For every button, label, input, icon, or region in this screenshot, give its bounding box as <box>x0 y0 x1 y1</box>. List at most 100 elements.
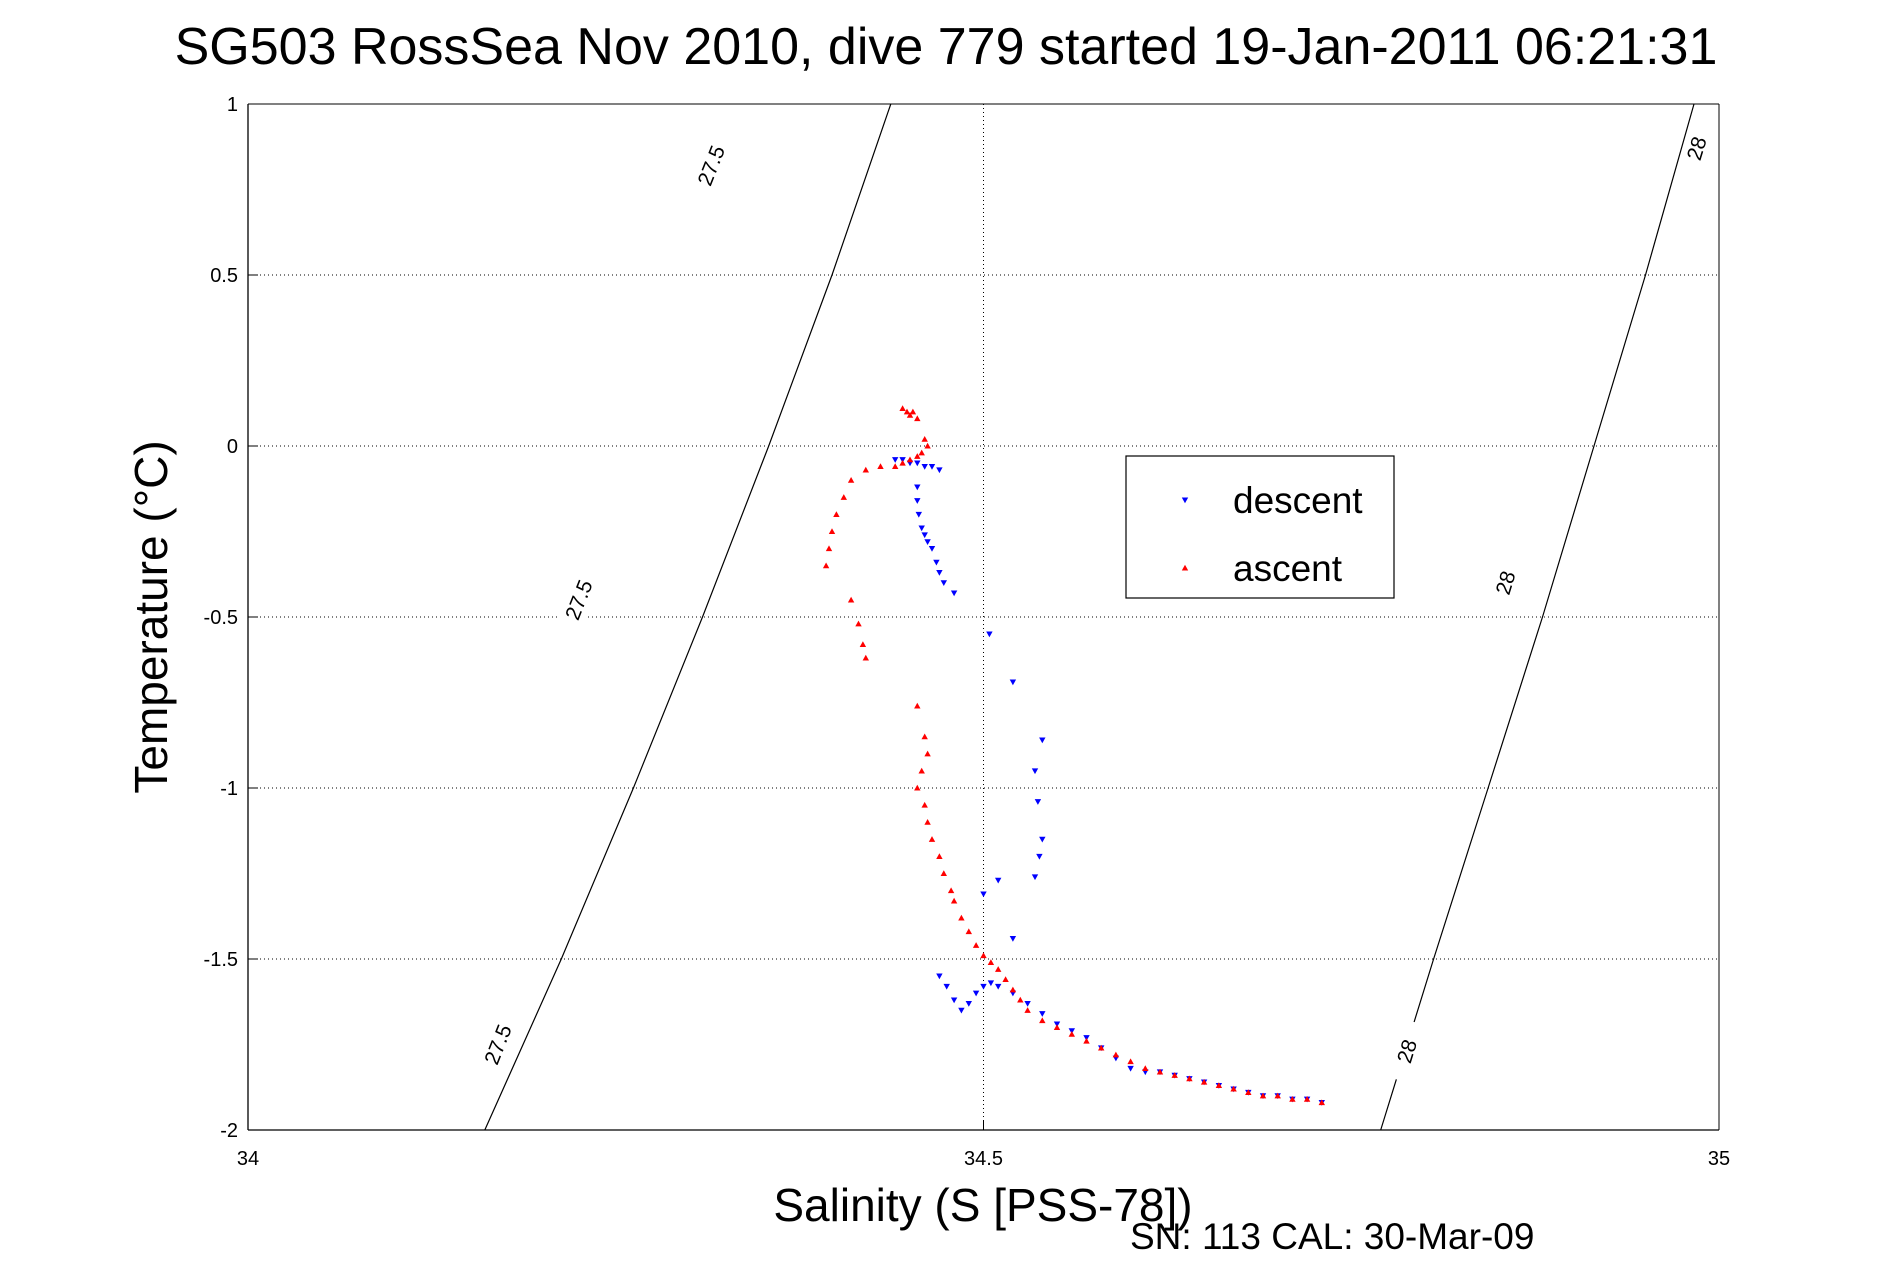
ascent-point <box>877 463 884 470</box>
legend-marker <box>1181 564 1189 571</box>
descent-point <box>972 990 980 997</box>
ascent-point <box>940 870 947 877</box>
ascent-point <box>1289 1096 1296 1102</box>
y-tick-label: -1 <box>220 778 238 800</box>
descent-point <box>987 980 995 987</box>
descent-point <box>1127 1065 1134 1072</box>
ascent-point <box>947 887 955 894</box>
descent-point <box>1031 874 1039 881</box>
legend-box <box>1125 455 1395 599</box>
descent-point <box>924 539 931 545</box>
descent-point <box>986 631 993 638</box>
ascent-point <box>921 801 928 808</box>
descent-point <box>918 525 925 532</box>
calibration-note: SN: 113 CAL: 30-Mar-09 <box>1130 1216 1534 1257</box>
descent-point <box>1024 1000 1031 1007</box>
legend-label: descent <box>1233 480 1363 521</box>
ascent-point <box>847 477 855 483</box>
ascent-point <box>1009 986 1017 993</box>
descent-point <box>950 590 958 597</box>
y-tick-label: 0.5 <box>210 265 238 287</box>
chart-title: SG503 RossSea Nov 2010, dive 779 started… <box>175 18 1718 76</box>
ascent-point <box>1318 1099 1325 1106</box>
x-tick-label: 34 <box>237 1148 259 1170</box>
contour-label-bg <box>474 1011 522 1078</box>
ascent-point <box>903 408 911 415</box>
contour-line <box>484 103 892 1131</box>
ascent-point <box>921 436 928 442</box>
ascent-point <box>980 952 987 959</box>
ascent-point <box>847 596 855 603</box>
ascent-point <box>1017 996 1024 1003</box>
ascent-point <box>987 959 995 965</box>
descent-point <box>1036 853 1043 860</box>
y-tick-label: 1 <box>227 94 238 116</box>
ascent-point <box>914 784 921 791</box>
x-tick-label: 34.5 <box>964 1148 1003 1170</box>
ascent-point <box>1230 1085 1237 1092</box>
ascent-point <box>899 405 906 411</box>
descent-point <box>1031 768 1039 775</box>
ascent-point <box>924 442 931 449</box>
descent-point <box>892 457 899 463</box>
data-series <box>822 405 1325 1106</box>
ascent-point <box>906 412 914 418</box>
ascent-point <box>972 942 980 948</box>
ascent-point <box>1002 976 1009 983</box>
ascent-point <box>1259 1092 1267 1099</box>
contour-label-bg <box>1675 115 1719 181</box>
descent-point <box>914 498 921 504</box>
ascent-point <box>924 819 931 825</box>
ascent-point <box>822 562 830 569</box>
descent-point <box>1009 679 1017 686</box>
y-tick-label: -0.5 <box>204 607 238 629</box>
ascent-point <box>928 836 936 842</box>
ascent-point <box>1215 1082 1223 1089</box>
descent-point <box>1009 935 1017 942</box>
ascent-point <box>892 463 899 470</box>
ascent-point <box>924 750 931 757</box>
descent-point <box>928 463 936 470</box>
ascent-point <box>918 449 925 456</box>
descent-point <box>1039 836 1046 843</box>
ascent-point <box>914 702 921 709</box>
ascent-point <box>909 408 917 415</box>
contour-label-bg <box>688 132 735 199</box>
ascent-point <box>995 966 1002 972</box>
y-tick-label: -2 <box>220 1120 238 1142</box>
descent-point <box>1039 1011 1046 1017</box>
ascent-point <box>833 511 840 517</box>
ascent-point <box>936 853 943 859</box>
descent-point <box>928 546 936 552</box>
ascent-point <box>950 897 958 904</box>
ascent-point <box>1083 1037 1090 1044</box>
y-tick-label: -1.5 <box>204 949 238 971</box>
ascent-point <box>855 620 862 627</box>
descent-point <box>958 1007 965 1014</box>
ascent-point <box>1039 1017 1046 1024</box>
descent-series <box>892 457 1325 1106</box>
ascent-point <box>840 494 847 500</box>
ascent-point <box>828 528 836 535</box>
ascent-point <box>862 466 869 473</box>
ascent-point <box>1245 1089 1252 1095</box>
descent-point <box>943 983 950 990</box>
ascent-point <box>1200 1078 1208 1085</box>
descent-point <box>1039 737 1046 744</box>
descent-point <box>995 877 1002 884</box>
ascent-point <box>825 545 833 552</box>
descent-point <box>915 511 922 518</box>
contour-label-bg <box>555 567 603 633</box>
descent-point <box>1034 799 1042 805</box>
descent-point <box>921 463 928 470</box>
y-axis-label: Temperature (°C) <box>125 440 177 793</box>
descent-point <box>995 983 1002 990</box>
ascent-point <box>1053 1024 1061 1030</box>
ascent-point <box>906 456 914 463</box>
contour-line <box>1380 103 1695 1131</box>
ascent-point <box>1127 1058 1134 1065</box>
ascent-point <box>918 767 925 774</box>
descent-point <box>936 569 943 576</box>
x-axis-label: Salinity (S [PSS-78]) <box>773 1179 1192 1231</box>
